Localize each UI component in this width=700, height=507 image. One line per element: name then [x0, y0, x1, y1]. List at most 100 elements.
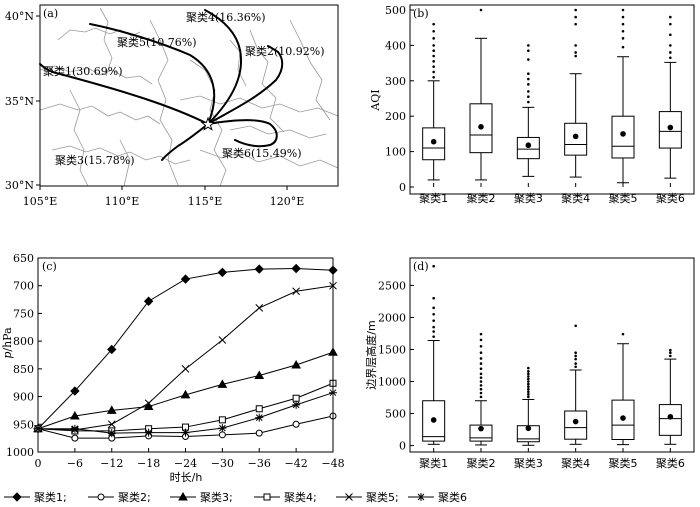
- cluster-label-2: 聚类2(10.92%): [245, 44, 325, 58]
- outlier-point: [479, 351, 483, 354]
- legend: 聚类1; 聚类2; 聚类3; 聚类4; 聚类5; 聚类6: [4, 490, 467, 504]
- outlier-point: [479, 384, 483, 387]
- x-tick-label: 聚类2: [467, 456, 496, 470]
- outlier-point: [479, 380, 483, 383]
- legend-label: 聚类6: [438, 490, 467, 504]
- outlier-point: [527, 58, 530, 61]
- legend-label: 聚类2;: [118, 490, 151, 504]
- map-y-tick-label: 40°N: [5, 10, 34, 23]
- outlier-point: [479, 376, 483, 379]
- marker-circle: [292, 420, 300, 428]
- outlier-point: [527, 382, 530, 386]
- marker-square: [255, 405, 263, 413]
- mean-point: [572, 133, 579, 140]
- y-axis-label: AQI: [369, 89, 382, 111]
- outlier-point: [527, 72, 530, 76]
- marker-diamond: [217, 267, 228, 278]
- y-tick-label: 950: [13, 418, 34, 431]
- mean-point: [478, 124, 484, 130]
- marker-diamond: [12, 492, 22, 502]
- marker-x: [255, 304, 264, 312]
- outlier-point: [479, 362, 483, 365]
- y-tick-label: 1000: [378, 376, 406, 389]
- outlier-point: [574, 51, 577, 54]
- box: [658, 404, 682, 436]
- x-tick-label: −30: [211, 457, 234, 470]
- x-tick-label: 聚类2: [467, 191, 496, 205]
- outlier-point: [574, 357, 577, 361]
- box: [516, 136, 540, 160]
- box: [564, 410, 588, 440]
- outlier-point: [574, 354, 577, 358]
- x-tick-label: 聚类6: [656, 191, 685, 205]
- map-y-tick-label: 35°N: [5, 95, 34, 108]
- outlier-point: [432, 44, 435, 47]
- outlier-point: [479, 387, 483, 391]
- y-tick-label: 2000: [378, 311, 406, 324]
- marker-triangle: [106, 405, 117, 414]
- x-tick-label: −24: [174, 457, 197, 470]
- outlier-point: [527, 372, 530, 376]
- legend-label: 聚类1;: [34, 490, 67, 504]
- cluster-label-4: 聚类4(16.36%): [186, 10, 266, 24]
- marker-star: [218, 424, 227, 433]
- x-tick-label: −6: [67, 457, 83, 470]
- marker-square: [218, 416, 226, 424]
- outlier-point: [432, 60, 435, 63]
- marker-diamond: [70, 386, 80, 396]
- outlier-point: [479, 395, 483, 399]
- x-tick-label: −36: [248, 457, 271, 470]
- marker-triangle: [70, 410, 80, 420]
- marker-diamond: [254, 264, 264, 274]
- outlier-point: [574, 22, 577, 26]
- marker-star: [417, 493, 425, 501]
- legend-label: 聚类4;: [284, 490, 317, 504]
- outlier-point: [432, 75, 435, 79]
- map-x-ticks: 105°E 110°E 115°E 120°E: [23, 186, 304, 208]
- x-tick-label: 0: [35, 457, 42, 470]
- marker-circle: [97, 493, 105, 501]
- outlier-point: [669, 15, 672, 19]
- y-tick-label: 300: [385, 75, 406, 88]
- marker-x: [144, 399, 153, 408]
- y-tick-label: 2500: [378, 279, 406, 292]
- outlier-point: [432, 37, 435, 40]
- marker-triangle: [180, 389, 191, 399]
- marker-triangle: [254, 370, 265, 380]
- y-tick-label: 850: [13, 363, 34, 376]
- x-tick-label: 聚类6: [656, 456, 685, 470]
- outlier-point: [621, 37, 625, 40]
- outlier-point: [527, 387, 530, 391]
- trajectory-2: [207, 45, 284, 125]
- cluster-label-3: 聚类3(15.78%): [55, 153, 135, 167]
- panel-b-label: (b): [413, 7, 429, 20]
- mean-point: [525, 425, 532, 432]
- trajectory-3: [161, 123, 209, 161]
- y-tick-label: 900: [13, 391, 34, 404]
- outlier-point: [527, 393, 530, 396]
- marker-star: [144, 428, 153, 437]
- outlier-point: [479, 338, 483, 342]
- outlier-point: [574, 324, 577, 328]
- box: [611, 115, 635, 159]
- legend-label: 聚类3;: [200, 490, 233, 504]
- mean-point: [430, 417, 437, 423]
- outlier-point: [527, 90, 530, 93]
- y-tick-label: 400: [385, 39, 406, 52]
- outlier-point: [527, 95, 530, 99]
- outlier-point: [669, 351, 672, 354]
- panel-c-label: (c): [42, 260, 57, 273]
- marker-diamond: [143, 296, 154, 306]
- panel-c-pressure-lines: (c) p/hPa 时长/h 650 700 750 800 850 900 950 1000…: [1, 252, 345, 484]
- marker-diamond: [291, 263, 301, 274]
- map-x-tick-label: 105°E: [23, 195, 58, 208]
- mean-point: [667, 124, 674, 131]
- series-line-1: [37, 268, 334, 430]
- outlier-point: [574, 8, 577, 12]
- y-axis-label-unit: /hPa: [1, 327, 14, 352]
- marker-x: [181, 365, 190, 373]
- map-x-tick-label: 115°E: [188, 195, 223, 208]
- x-tick-label: −12: [100, 457, 123, 470]
- y-tick-label: 0: [399, 440, 406, 453]
